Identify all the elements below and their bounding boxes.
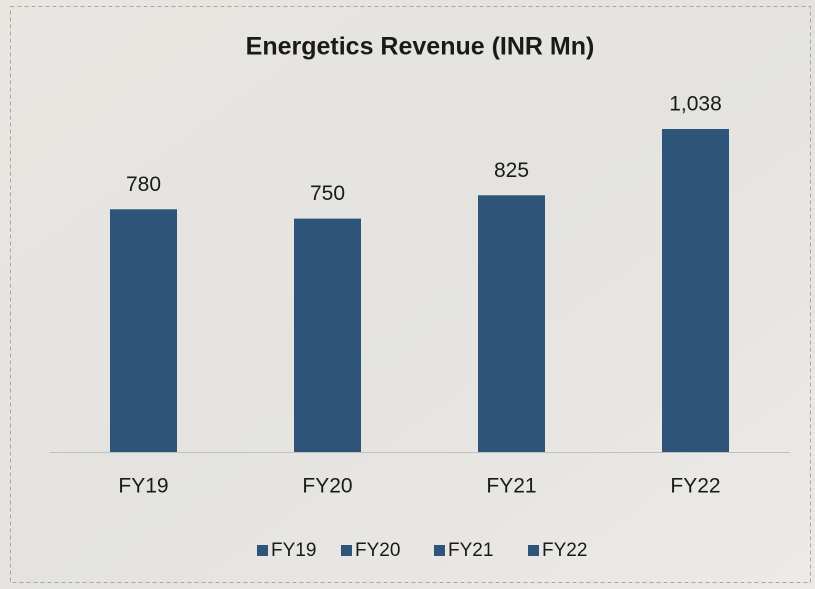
bar [662,129,729,452]
legend-label: FY20 [355,540,400,561]
bar [294,219,361,452]
x-tick-label: FY20 [302,475,352,498]
chart-title: Energetics Revenue (INR Mn) [246,33,595,61]
chart: Energetics Revenue (INR Mn) FY19 FY20 FY21… [0,0,815,589]
bar [478,195,545,452]
value-label: 1,038 [669,93,722,116]
x-tick-label: FY22 [670,475,720,498]
value-label: 825 [494,159,529,182]
value-label: 750 [310,182,345,205]
legend-marker [341,545,352,556]
legend-label: FY19 [271,540,316,561]
x-tick-label: FY21 [486,475,536,498]
value-label: 780 [126,173,161,196]
legend-marker [528,545,539,556]
page: Energetics Revenue (INR Mn) FY19 FY20 FY21… [0,0,815,589]
legend-label: FY21 [448,540,493,561]
bar [110,209,177,452]
legend-label: FY22 [542,540,587,561]
legend-marker [434,545,445,556]
x-tick-label: FY19 [118,475,168,498]
legend-marker [257,545,268,556]
